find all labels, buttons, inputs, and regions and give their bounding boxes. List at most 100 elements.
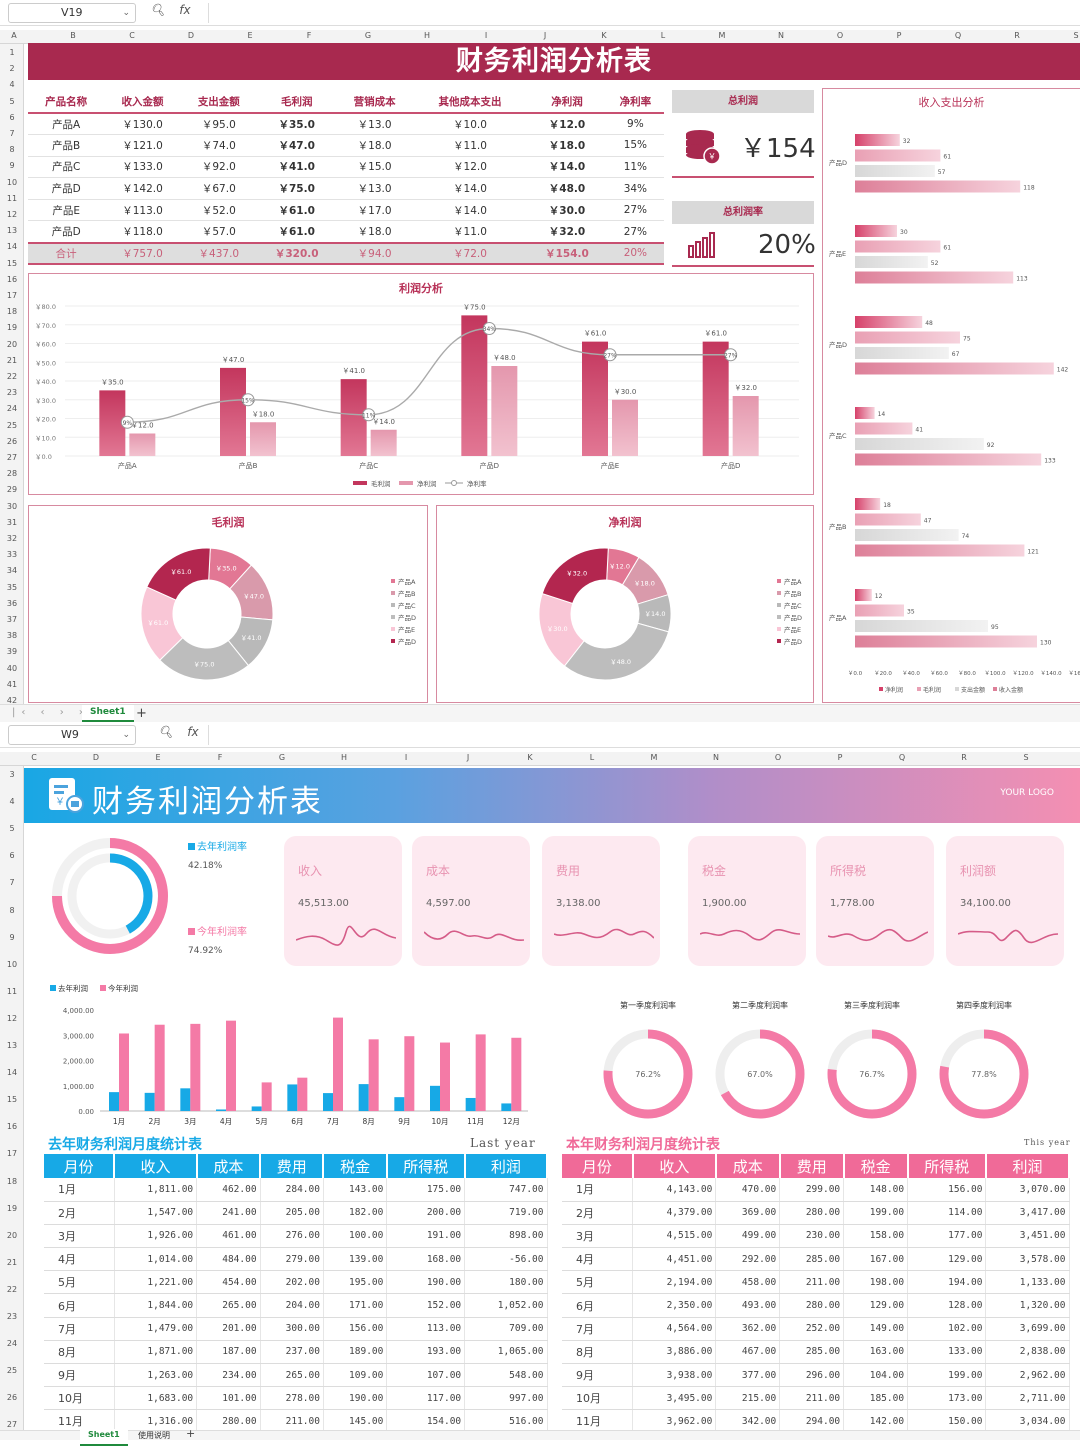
column-label[interactable]: F bbox=[306, 31, 312, 40]
table-cell[interactable]: 100.00 bbox=[323, 1224, 388, 1249]
table-cell[interactable]: ￥74.0 bbox=[180, 134, 257, 157]
table-cell[interactable]: 4,379.00 bbox=[632, 1201, 717, 1225]
tab-instructions[interactable]: 使用说明 bbox=[138, 1431, 170, 1440]
table-cell[interactable]: ￥121.0 bbox=[104, 134, 181, 157]
row-label[interactable]: 10 bbox=[6, 959, 18, 969]
zoom-icon[interactable]: 🔍︎ bbox=[150, 3, 166, 17]
row-label[interactable]: 1 bbox=[9, 48, 15, 57]
table-cell[interactable]: 185.00 bbox=[843, 1386, 909, 1411]
column-label[interactable]: B bbox=[70, 31, 76, 40]
row-label[interactable]: 21 bbox=[6, 355, 18, 365]
table-cell[interactable]: 3月 bbox=[44, 1224, 115, 1249]
row-label[interactable]: 20 bbox=[6, 1230, 18, 1240]
table-cell[interactable]: 898.00 bbox=[464, 1224, 548, 1249]
total-cell[interactable]: ￥437.0 bbox=[180, 241, 257, 266]
table-cell[interactable]: 1,871.00 bbox=[114, 1340, 198, 1365]
table-cell[interactable]: 2,962.00 bbox=[985, 1363, 1070, 1388]
row-label[interactable]: 5 bbox=[9, 96, 15, 106]
row-label[interactable]: 4 bbox=[9, 797, 15, 807]
table-cell[interactable]: ￥142.0 bbox=[104, 177, 181, 200]
table-cell[interactable]: 9月 bbox=[44, 1363, 115, 1388]
table-cell[interactable]: 458.00 bbox=[715, 1270, 781, 1295]
column-label[interactable]: C bbox=[31, 753, 37, 762]
table-cell[interactable]: ￥11.0 bbox=[412, 134, 528, 157]
table-cell[interactable]: 4月 bbox=[44, 1247, 115, 1272]
name-box[interactable]: W9 ⌄ bbox=[8, 725, 136, 745]
table-cell[interactable]: 102.00 bbox=[907, 1317, 987, 1341]
column-label[interactable]: R bbox=[1014, 31, 1020, 40]
column-label[interactable]: P bbox=[896, 31, 902, 40]
row-label[interactable]: 23 bbox=[6, 1312, 18, 1321]
table-cell[interactable]: 193.00 bbox=[386, 1340, 466, 1365]
table-cell[interactable]: 4月 bbox=[562, 1247, 634, 1272]
table-cell[interactable]: 15% bbox=[606, 134, 664, 157]
row-label[interactable]: 3 bbox=[9, 770, 15, 779]
table-cell[interactable]: 300.00 bbox=[260, 1317, 324, 1341]
table-cell[interactable]: ￥18.0 bbox=[336, 134, 413, 157]
column-label[interactable]: G bbox=[278, 753, 286, 762]
row-label[interactable]: 14 bbox=[6, 1068, 18, 1078]
row-label[interactable]: 18 bbox=[6, 307, 18, 317]
column-label[interactable]: D bbox=[187, 31, 195, 40]
table-cell[interactable]: 234.00 bbox=[196, 1363, 261, 1388]
table-cell[interactable]: ￥95.0 bbox=[180, 113, 257, 136]
table-cell[interactable]: 4,451.00 bbox=[632, 1247, 717, 1272]
column-label[interactable]: D bbox=[92, 753, 100, 762]
add-sheet-button[interactable]: + bbox=[186, 1427, 196, 1440]
column-label[interactable]: S bbox=[1073, 31, 1079, 40]
kpi-card[interactable]: 费用 3,138.00 bbox=[542, 836, 660, 966]
table-cell[interactable]: 1,926.00 bbox=[114, 1224, 198, 1249]
table-cell[interactable]: 237.00 bbox=[260, 1340, 324, 1365]
row-label[interactable]: 35 bbox=[6, 582, 18, 592]
table-cell[interactable]: 1,844.00 bbox=[114, 1293, 198, 1318]
column-label[interactable]: H bbox=[340, 753, 348, 762]
table-cell[interactable]: 129.00 bbox=[843, 1293, 909, 1318]
column-label[interactable]: A bbox=[11, 31, 17, 40]
table-cell[interactable]: 163.00 bbox=[843, 1340, 909, 1365]
row-label[interactable]: 6 bbox=[9, 851, 15, 861]
table-cell[interactable]: 11% bbox=[606, 156, 664, 179]
row-label[interactable]: 15 bbox=[6, 1095, 18, 1105]
row-label[interactable]: 40 bbox=[6, 663, 18, 673]
row-label[interactable]: 33 bbox=[6, 550, 18, 560]
table-cell[interactable]: 199.00 bbox=[907, 1363, 987, 1388]
row-label[interactable]: 27 bbox=[6, 1420, 18, 1430]
table-cell[interactable]: 139.00 bbox=[323, 1247, 388, 1272]
table-cell[interactable]: 2,194.00 bbox=[632, 1270, 717, 1295]
table-cell[interactable]: 199.00 bbox=[843, 1201, 909, 1225]
table-cell[interactable]: ￥18.0 bbox=[336, 220, 413, 244]
table-cell[interactable]: 493.00 bbox=[715, 1293, 781, 1318]
table-cell[interactable]: 产品B bbox=[28, 134, 105, 157]
table-cell[interactable]: 3,578.00 bbox=[985, 1247, 1070, 1272]
table-cell[interactable]: 1,133.00 bbox=[985, 1270, 1070, 1295]
table-cell[interactable]: ￥75.0 bbox=[256, 177, 337, 200]
table-cell[interactable]: 201.00 bbox=[196, 1317, 261, 1341]
row-label[interactable]: 17 bbox=[6, 1149, 18, 1159]
table-cell[interactable]: 173.00 bbox=[907, 1386, 987, 1411]
row-label[interactable]: 13 bbox=[6, 226, 18, 236]
table-cell[interactable]: 10月 bbox=[562, 1386, 634, 1411]
table-cell[interactable]: 产品D bbox=[28, 177, 105, 200]
table-cell[interactable]: 156.00 bbox=[907, 1178, 987, 1202]
table-cell[interactable]: ￥10.0 bbox=[412, 113, 528, 136]
row-label[interactable]: 21 bbox=[6, 1257, 18, 1267]
table-cell[interactable]: 6月 bbox=[44, 1293, 115, 1318]
row-label[interactable]: 16 bbox=[6, 274, 18, 284]
formula-input[interactable] bbox=[208, 3, 1076, 23]
table-cell[interactable]: 8月 bbox=[562, 1340, 634, 1365]
row-label[interactable]: 29 bbox=[6, 485, 18, 495]
total-cell[interactable]: 合计 bbox=[28, 241, 105, 266]
row-label[interactable]: 18 bbox=[6, 1176, 18, 1186]
table-cell[interactable]: 470.00 bbox=[715, 1178, 781, 1202]
table-cell[interactable]: 113.00 bbox=[386, 1317, 466, 1341]
table-cell[interactable]: 369.00 bbox=[715, 1201, 781, 1225]
table-cell[interactable]: 177.00 bbox=[907, 1224, 987, 1249]
table-cell[interactable]: 9月 bbox=[562, 1363, 634, 1388]
table-cell[interactable]: 200.00 bbox=[386, 1201, 466, 1225]
row-label[interactable]: 23 bbox=[6, 388, 18, 398]
table-cell[interactable]: 101.00 bbox=[196, 1386, 261, 1411]
table-cell[interactable]: 5月 bbox=[44, 1270, 115, 1295]
table-cell[interactable]: 484.00 bbox=[196, 1247, 261, 1272]
table-cell[interactable]: 7月 bbox=[562, 1317, 634, 1341]
column-label[interactable]: I bbox=[404, 753, 408, 762]
